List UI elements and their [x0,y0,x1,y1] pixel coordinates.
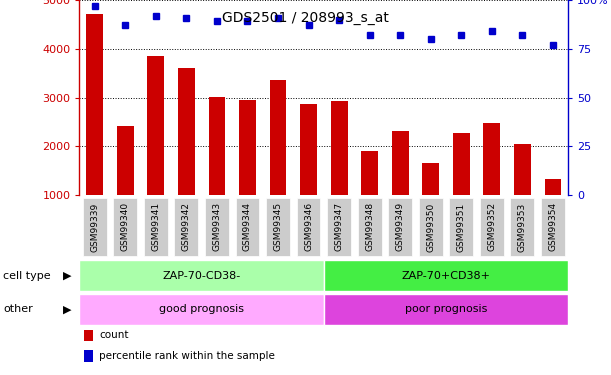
Text: percentile rank within the sample: percentile rank within the sample [99,351,275,361]
Bar [83,198,107,256]
Text: GSM99351: GSM99351 [457,202,466,252]
Bar [422,163,439,244]
Text: GSM99350: GSM99350 [426,202,435,252]
Text: GSM99353: GSM99353 [518,202,527,252]
Text: GSM99349: GSM99349 [396,202,404,251]
Bar [389,198,412,256]
Text: GSM99339: GSM99339 [90,202,99,252]
Bar [331,101,348,244]
Bar [84,350,93,362]
Bar [419,198,442,256]
Bar [79,294,324,324]
Bar [324,294,568,324]
Text: GSM99340: GSM99340 [121,202,130,251]
Bar [266,198,290,256]
Text: other: other [3,304,33,314]
Bar [514,144,531,244]
Text: poor prognosis: poor prognosis [405,304,487,314]
Bar [358,198,381,256]
Bar [297,198,321,256]
Bar [239,100,256,244]
Bar [483,123,500,244]
Text: ZAP-70-CD38-: ZAP-70-CD38- [163,271,241,280]
Bar [147,56,164,244]
Bar [144,198,167,256]
Text: GSM99346: GSM99346 [304,202,313,251]
Bar [544,179,562,244]
Bar [178,68,195,244]
Bar [300,104,317,244]
Bar [511,198,534,256]
Bar [236,198,260,256]
Bar [117,126,134,244]
Text: GSM99341: GSM99341 [152,202,160,251]
Bar [114,198,137,256]
Bar [541,198,565,256]
Bar [324,260,568,291]
Text: GSM99348: GSM99348 [365,202,374,251]
Text: GSM99352: GSM99352 [488,202,496,251]
Text: GSM99354: GSM99354 [549,202,557,251]
Bar [269,80,287,244]
Bar [86,13,103,244]
Text: GSM99342: GSM99342 [182,202,191,251]
Bar [453,133,470,244]
Text: GSM99345: GSM99345 [274,202,282,251]
Bar [327,198,351,256]
Text: GDS2501 / 208993_s_at: GDS2501 / 208993_s_at [222,11,389,25]
Text: GSM99343: GSM99343 [213,202,221,251]
Text: good prognosis: good prognosis [159,304,244,314]
Text: ▶: ▶ [63,271,71,280]
Bar [208,96,225,244]
Text: ▶: ▶ [63,304,71,314]
Bar [79,260,324,291]
Bar [450,198,473,256]
Text: GSM99347: GSM99347 [335,202,343,251]
Bar [175,198,198,256]
Bar [205,198,229,256]
Text: GSM99344: GSM99344 [243,202,252,251]
Text: ZAP-70+CD38+: ZAP-70+CD38+ [401,271,491,280]
Bar [84,330,93,341]
Text: cell type: cell type [3,271,51,280]
Bar [480,198,503,256]
Bar [361,151,378,244]
Bar [392,130,409,244]
Text: count: count [99,330,128,340]
